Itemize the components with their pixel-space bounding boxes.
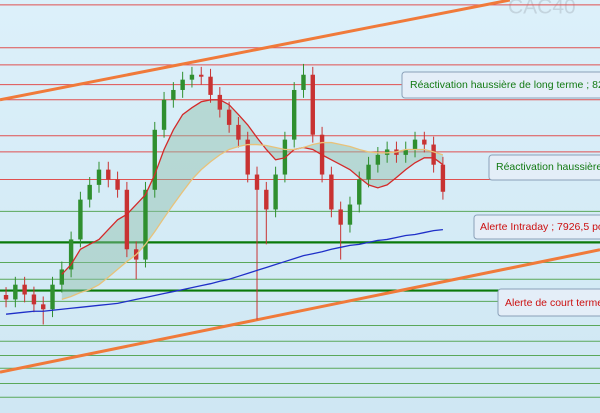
annotation-box xyxy=(401,71,600,99)
candle-body xyxy=(384,149,390,155)
cloud xyxy=(61,99,443,300)
candle-body xyxy=(78,199,83,240)
candle-body xyxy=(189,74,195,80)
moving-average xyxy=(61,99,444,275)
candle-body xyxy=(217,94,223,110)
candle-body xyxy=(171,89,176,100)
annotations: Réactivation haussière de long terme ; 8… xyxy=(401,71,600,317)
candle-body xyxy=(143,189,148,260)
candle-body xyxy=(124,189,130,250)
candle-body xyxy=(96,169,102,185)
annotation-box xyxy=(473,214,600,240)
annotation-box xyxy=(488,154,600,181)
candle-body xyxy=(273,174,278,210)
candle-body xyxy=(41,304,46,310)
candle-body xyxy=(422,139,427,145)
annotation: Réactivation haussière d xyxy=(496,161,600,173)
candle-body xyxy=(152,129,157,190)
candle-body xyxy=(366,164,371,180)
trendline xyxy=(0,0,511,102)
candle-body xyxy=(226,109,232,125)
moving-average xyxy=(61,141,444,301)
moving-average xyxy=(5,228,443,315)
annotation: Alerte Intraday ; 7926,5 poin xyxy=(480,221,600,233)
candle-body xyxy=(13,284,18,300)
plot xyxy=(3,63,446,325)
candle-body xyxy=(106,169,111,180)
candle-body xyxy=(338,209,343,225)
candle-body xyxy=(403,149,408,155)
candle-body xyxy=(245,139,250,175)
candle-body xyxy=(329,174,334,210)
candle-body xyxy=(431,144,436,165)
candle-body xyxy=(301,74,306,90)
candle-body xyxy=(199,74,204,77)
candle-body xyxy=(87,184,92,200)
candle-body xyxy=(236,124,241,140)
candle-body xyxy=(115,179,120,190)
trendline xyxy=(0,248,600,374)
candle-body xyxy=(50,284,55,310)
candle-body xyxy=(412,139,418,150)
candle-body xyxy=(264,189,269,210)
candle-body xyxy=(22,284,27,295)
candle-body xyxy=(31,294,37,305)
candle-body xyxy=(3,295,9,300)
annotation: Réactivation haussière de long terme ; 8… xyxy=(410,79,600,91)
candle-body xyxy=(208,76,213,95)
candle-body xyxy=(357,179,362,205)
candle-body xyxy=(68,239,74,270)
candle-body xyxy=(59,269,65,285)
annotation: Alerte de court terme ; xyxy=(505,297,600,309)
candle-body xyxy=(291,89,297,140)
watermark: CAC40 xyxy=(508,0,576,19)
candle-body xyxy=(310,74,315,135)
annotation-box xyxy=(497,288,600,317)
candle-body xyxy=(161,99,167,130)
candle-body xyxy=(375,154,381,165)
candle-body xyxy=(254,174,260,190)
candle-body xyxy=(180,79,185,90)
candle-body xyxy=(347,204,353,225)
candle-body xyxy=(440,164,446,192)
